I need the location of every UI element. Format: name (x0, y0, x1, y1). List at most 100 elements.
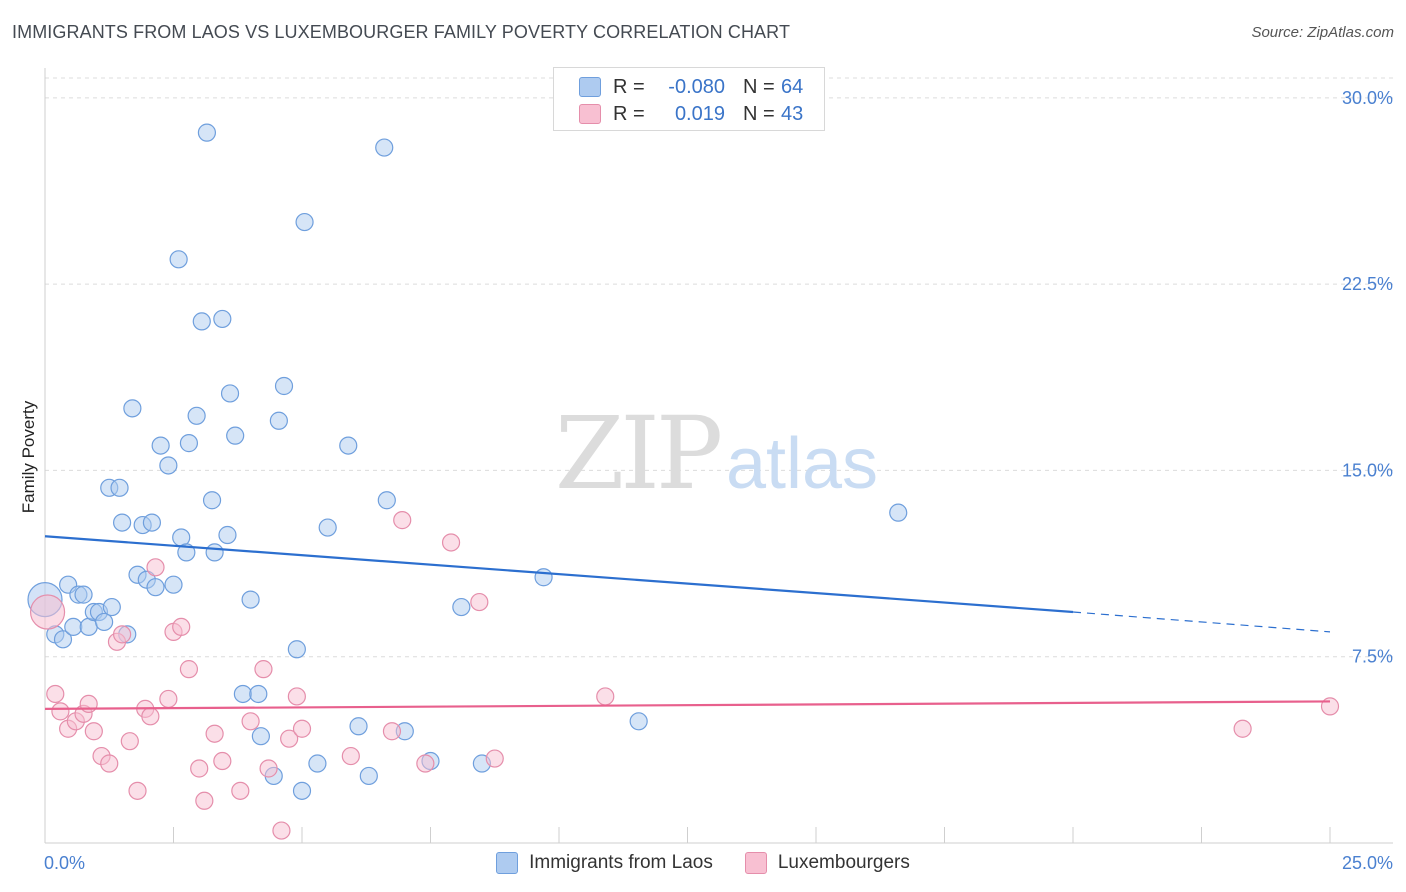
laos-point (102, 597, 121, 617)
laos-point (74, 585, 93, 604)
luxembourger-point (596, 687, 615, 706)
laos-point (110, 478, 129, 497)
legend-swatch-blue (496, 852, 519, 874)
x-tick-label: 0.0% (44, 853, 85, 873)
luxembourger-point (100, 754, 119, 773)
legend-swatch-blue (579, 77, 601, 97)
laos-point (179, 434, 199, 453)
laos-point (205, 543, 224, 562)
legend-r-label: R = (613, 102, 645, 125)
chart-title: IMMIGRANTS FROM LAOS VS LUXEMBOURGER FAM… (12, 22, 791, 42)
laos-point (452, 597, 471, 617)
laos-point (377, 491, 396, 510)
luxembourger-point (292, 719, 312, 738)
luxembourger-point (141, 707, 160, 726)
luxembourger-point (128, 781, 147, 800)
laos-point (274, 376, 294, 396)
laos-point (164, 575, 183, 594)
luxembourger-point (416, 754, 435, 773)
watermark-atlas: atlas (726, 424, 878, 504)
luxembourger-point (159, 689, 178, 709)
watermark-zip: ZIP (555, 395, 720, 512)
series-legend: Immigrants from Laos Luxembourgers (0, 852, 1406, 874)
laos-point (95, 612, 114, 632)
luxembourger-point (259, 759, 278, 778)
y-tick-label: 7.5% (1352, 647, 1393, 667)
luxembourger-point (112, 625, 132, 644)
laos-point (197, 123, 217, 142)
correlation-legend: R = -0.080 N = 64 R = 0.019 N = 43 (553, 67, 825, 131)
laos-point (339, 436, 358, 455)
laos-point (359, 766, 378, 786)
luxembourger-point (441, 533, 461, 552)
luxembourger-point (179, 660, 199, 679)
laos-point (534, 568, 553, 587)
laos-point (220, 384, 240, 403)
laos-point (159, 456, 178, 475)
y-axis-label: Family Poverty (19, 400, 38, 513)
luxembourger-point (84, 722, 103, 741)
legend-n-value: 64 (781, 75, 804, 98)
tick-labels: 7.5% 15.0% 22.5% 30.0% 0.0% 25.0% Family Pover… (19, 88, 1393, 873)
laos-point (218, 525, 237, 545)
luxembourger-point (29, 594, 66, 630)
laos-point (295, 212, 314, 232)
trend-lines (44, 535, 1331, 710)
laos-point (202, 491, 222, 510)
legend-item-luxembourgers[interactable]: Luxembourgers (744, 852, 910, 874)
legend-row-luxembourgers: R = 0.019 N = 43 (554, 101, 803, 127)
luxembourger-point (485, 749, 504, 768)
luxembourger-trend-line (44, 700, 1331, 710)
luxembourger-point (46, 684, 65, 704)
laos-point (249, 684, 268, 704)
laos-point (629, 712, 648, 731)
legend-row-laos: R = -0.080 N = 64 (554, 74, 803, 100)
y-tick-label: 15.0% (1342, 460, 1393, 480)
gridlines (45, 77, 1393, 658)
legend-r-label: R = (613, 75, 645, 98)
luxembourger-point (272, 821, 291, 840)
laos-point (213, 309, 232, 329)
laos-point (375, 138, 394, 157)
laos-point (241, 590, 260, 609)
luxembourger-point (382, 722, 402, 741)
luxembourger-point (146, 558, 165, 577)
laos-point (177, 543, 196, 562)
data-points (27, 123, 1340, 840)
y-tick-label: 30.0% (1342, 88, 1393, 108)
laos-point (889, 503, 908, 522)
luxembourger-point (1233, 719, 1252, 738)
luxembourger-point (287, 687, 306, 706)
legend-n-label: N = (743, 102, 775, 125)
laos-point (192, 312, 211, 331)
laos-trend-extension (1072, 611, 1331, 633)
laos-point (233, 684, 252, 704)
laos-point (318, 518, 337, 537)
x-tick-label: 25.0% (1342, 853, 1393, 873)
legend-r-value: 0.019 (674, 102, 725, 125)
legend-r-value: -0.080 (668, 75, 725, 98)
luxembourger-point (393, 511, 412, 530)
laos-point (292, 781, 312, 800)
laos-point (308, 754, 327, 773)
laos-point (64, 617, 83, 637)
luxembourger-point (231, 781, 250, 800)
laos-point (142, 513, 162, 532)
laos-point (169, 250, 188, 269)
laos-point (287, 640, 306, 659)
luxembourger-point (190, 759, 209, 778)
legend-swatch-pink (579, 104, 601, 124)
legend-item-laos[interactable]: Immigrants from Laos (496, 852, 713, 874)
laos-point (187, 406, 206, 425)
laos-point (269, 411, 288, 430)
laos-point (123, 399, 142, 418)
luxembourger-point (213, 751, 232, 771)
legend-n-value: 43 (781, 102, 804, 125)
luxembourger-point (172, 617, 191, 637)
legend-label-laos: Immigrants from Laos (529, 852, 713, 873)
luxembourger-point (470, 592, 489, 612)
laos-point (251, 727, 270, 746)
luxembourger-point (51, 702, 70, 721)
laos-point (146, 578, 165, 597)
